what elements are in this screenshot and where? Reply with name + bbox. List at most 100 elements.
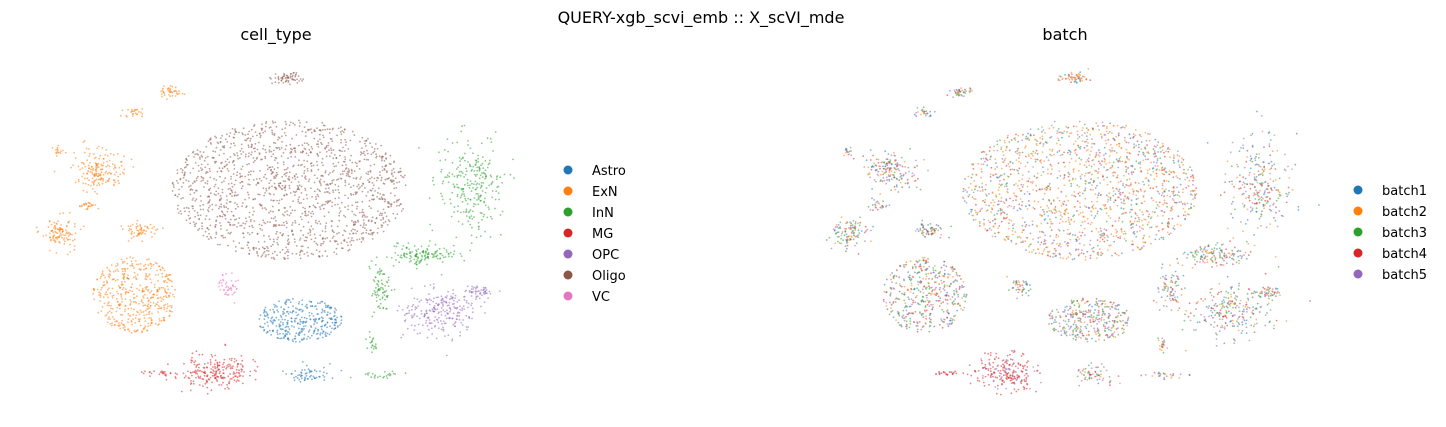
cell-point — [58, 230, 61, 233]
cell-point — [296, 377, 299, 379]
cell-point — [121, 268, 123, 270]
cell-point — [297, 302, 300, 305]
cell-point — [307, 129, 309, 132]
cell-point — [133, 235, 135, 238]
cell-point — [1070, 132, 1073, 135]
cell-point — [1079, 163, 1081, 166]
cell-point — [383, 160, 386, 162]
cell-point — [83, 151, 86, 154]
cell-point — [1046, 211, 1049, 213]
cell-point — [484, 191, 487, 194]
cell-point — [240, 354, 243, 357]
cell-point — [95, 178, 98, 181]
cell-point — [1018, 151, 1020, 154]
cell-point — [350, 194, 353, 196]
cell-point — [427, 253, 430, 256]
cell-point — [167, 87, 170, 89]
cell-point — [262, 326, 265, 329]
cell-point — [265, 177, 268, 180]
cell-point — [352, 193, 355, 196]
cell-point — [436, 308, 439, 311]
cell-point — [284, 80, 287, 83]
cell-point — [402, 208, 404, 210]
cell-point — [107, 275, 110, 277]
cell-point — [264, 157, 267, 160]
cell-point — [247, 174, 250, 176]
cell-point — [1121, 220, 1124, 223]
cell-point — [282, 308, 285, 310]
cell-point — [381, 159, 383, 162]
cell-point — [254, 159, 256, 162]
cell-point — [267, 316, 270, 319]
cell-point — [242, 375, 244, 377]
cell-point — [209, 363, 212, 366]
cell-point — [282, 310, 284, 313]
cell-point — [232, 160, 235, 163]
cell-point — [1079, 212, 1082, 214]
cell-point — [1118, 217, 1121, 220]
cell-point — [297, 198, 300, 201]
cell-point — [1042, 243, 1045, 246]
cell-point — [135, 263, 138, 266]
cell-point — [1157, 230, 1160, 232]
cell-point — [163, 304, 165, 307]
cell-point — [996, 149, 999, 152]
cell-point — [1172, 170, 1175, 173]
cell-point — [273, 224, 276, 227]
cell-point — [206, 171, 209, 174]
cell-point — [1036, 144, 1038, 147]
cell-point — [92, 167, 94, 170]
cell-point — [449, 251, 452, 254]
cell-point — [1143, 218, 1146, 221]
cell-point — [257, 241, 260, 243]
cell-point — [1033, 208, 1036, 210]
cell-point — [361, 200, 364, 203]
cell-point — [1021, 174, 1024, 177]
cell-point — [268, 187, 270, 190]
cell-point — [989, 180, 992, 182]
cell-point — [481, 156, 484, 159]
cell-point — [372, 184, 375, 187]
cell-point — [324, 230, 327, 233]
cell-point — [310, 131, 313, 134]
cell-point — [415, 261, 417, 264]
cell-point — [342, 247, 344, 250]
cell-point — [338, 207, 341, 209]
cell-point — [1035, 189, 1038, 192]
cell-point — [283, 194, 286, 197]
cell-point — [377, 376, 379, 378]
cell-point — [1055, 216, 1057, 219]
cell-point — [1090, 210, 1092, 213]
cell-point — [316, 164, 319, 167]
cell-point — [1042, 250, 1045, 252]
cell-point — [1102, 204, 1105, 206]
cell-point — [453, 175, 456, 178]
cell-point — [974, 188, 976, 191]
cell-point — [144, 225, 146, 228]
cell-point — [995, 194, 997, 197]
cell-point — [208, 232, 211, 235]
cell-point — [200, 163, 203, 166]
cell-point — [321, 237, 324, 240]
cell-point — [1031, 220, 1034, 223]
cell-point — [251, 224, 254, 227]
cell-point — [315, 318, 317, 321]
cell-point — [285, 74, 288, 77]
cell-point — [244, 134, 247, 136]
cell-point — [206, 392, 209, 395]
cell-point — [273, 199, 275, 202]
cell-point — [317, 195, 320, 198]
cell-point — [181, 92, 184, 95]
cell-point — [499, 214, 502, 216]
cell-point — [181, 171, 184, 174]
cell-point — [285, 134, 287, 137]
cell-point — [157, 311, 160, 313]
cell-point — [248, 216, 251, 218]
cell-point — [350, 154, 352, 157]
cell-point — [365, 140, 368, 142]
cell-point — [60, 234, 63, 236]
cell-point — [101, 182, 104, 185]
cell-point — [88, 155, 91, 158]
cell-point — [221, 274, 224, 276]
